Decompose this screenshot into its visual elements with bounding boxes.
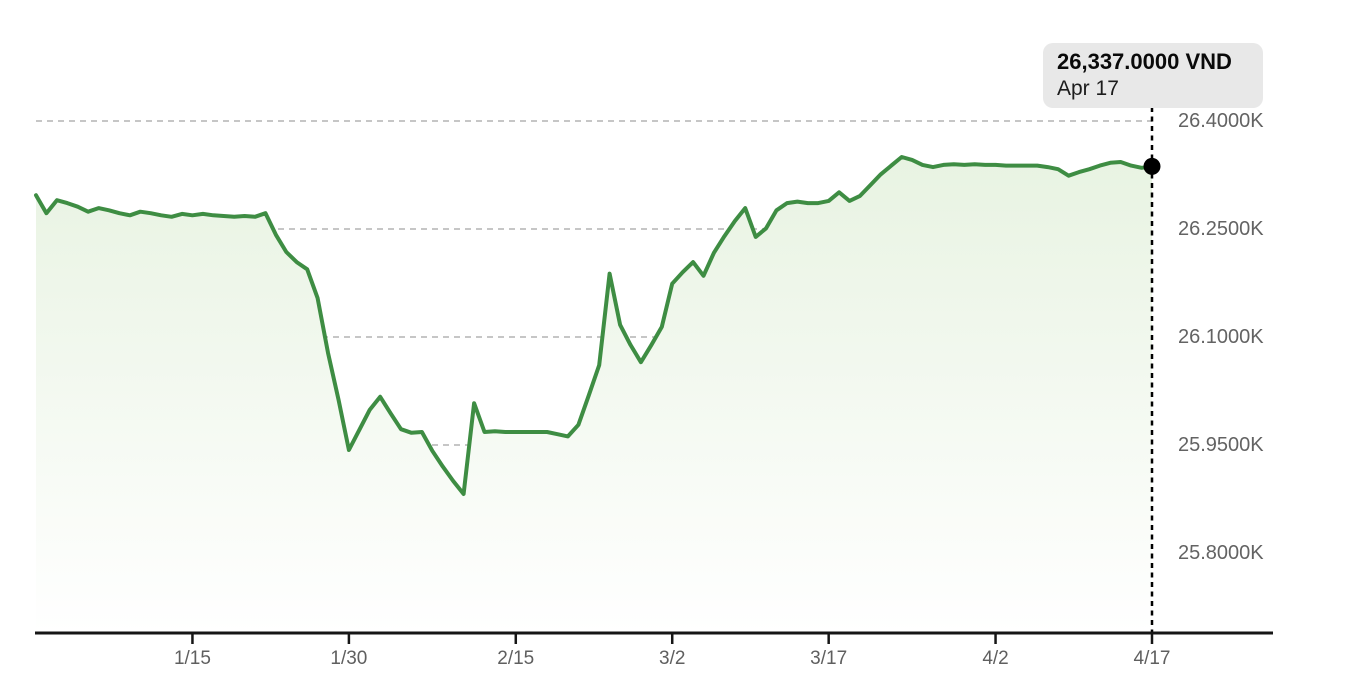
last-point-marker: [1143, 157, 1161, 175]
y-axis-tick-label: 25.8000K: [1178, 542, 1264, 564]
tooltip-date: Apr 17: [1057, 77, 1119, 100]
tooltip-value: 26,337.0000 VND: [1057, 49, 1232, 74]
y-axis-tick-label: 26.4000K: [1178, 110, 1264, 132]
y-axis-tick-label: 26.1000K: [1178, 326, 1264, 348]
series-area-fill: [36, 157, 1152, 633]
y-axis-tick-label: 26.2500K: [1178, 218, 1264, 240]
x-axis-tick-label: 3/2: [659, 648, 686, 669]
x-axis-tick-label: 3/17: [810, 648, 848, 669]
series-line: [34, 155, 1154, 496]
y-axis-tick-label: 25.9500K: [1178, 434, 1264, 456]
x-axis-tick-label: 2/15: [497, 648, 535, 669]
x-axis-tick-label: 4/2: [982, 648, 1009, 669]
x-axis-tick-label: 4/17: [1133, 648, 1171, 669]
x-axis-tick-label: 1/15: [173, 648, 211, 669]
tooltip: 26,337.0000 VND Apr 17: [1043, 43, 1263, 108]
x-axis-tick-label: 1/30: [330, 648, 368, 669]
